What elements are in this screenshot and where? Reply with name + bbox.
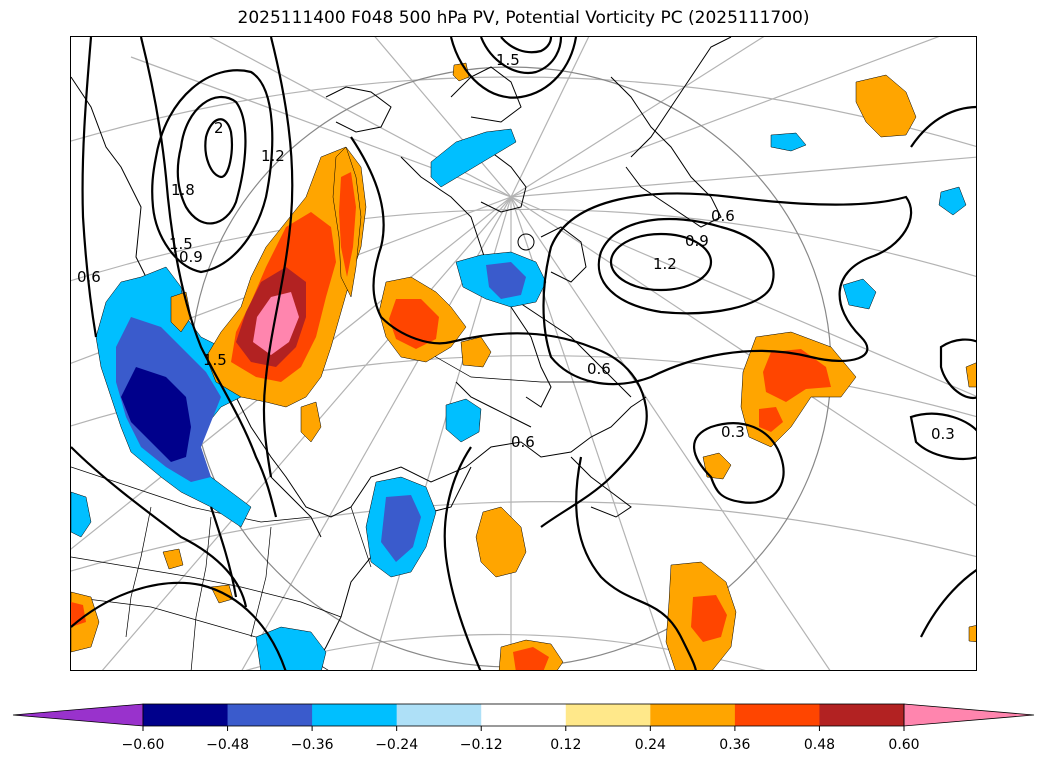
colorbar-ticks xyxy=(142,726,905,731)
pos-anomaly-small6 xyxy=(162,548,184,570)
pos-anomaly-small3 xyxy=(300,401,322,443)
contour-high-north-inner xyxy=(479,37,563,75)
contour-1-2-west xyxy=(139,37,278,518)
contour-label: 0.9 xyxy=(179,248,203,266)
contour-1-8-center xyxy=(176,96,247,225)
colorbar-swatch xyxy=(734,704,820,726)
contour-0-9-west xyxy=(71,446,248,608)
pos-anomaly-labrador-red xyxy=(389,299,439,349)
colorbar-tick-label: 0.36 xyxy=(719,737,750,753)
pos-anomaly-northeast-corner xyxy=(855,74,917,138)
colorbar-tick-label: −0.24 xyxy=(375,737,418,753)
contour-label: 0.3 xyxy=(721,423,745,441)
colorbar-extend-low xyxy=(12,703,144,727)
contour-label: 1.5 xyxy=(169,235,193,253)
contour-label: 0.9 xyxy=(685,232,709,250)
colorbar-swatches xyxy=(12,703,1035,727)
pos-anomaly-right-edge2 xyxy=(968,625,976,643)
colorbar: −0.60 −0.48 −0.36 −0.24 −0.12 0.12 0.24 0.36 0.4… xyxy=(12,703,1035,753)
pos-anomaly-southeast-red xyxy=(691,595,727,642)
contour-0-6-east xyxy=(939,338,976,400)
pos-anomaly-small4 xyxy=(702,452,732,480)
map-title: 2025111400 F048 500 hPa PV, Potential Vo… xyxy=(237,8,810,28)
pos-anomaly-small7 xyxy=(210,584,234,604)
contour-2-center xyxy=(204,118,233,179)
contour-1-2-high xyxy=(609,232,713,292)
neg-anomaly-west-core xyxy=(121,367,191,462)
pos-anomaly-strip-red xyxy=(339,172,356,277)
contour-0-6-right xyxy=(910,105,976,148)
contour-label: 1.2 xyxy=(261,147,285,165)
map-svg: 0.6 0.9 1.2 0.6 0.3 0.3 0.6 1.5 1.8 2 1.… xyxy=(71,37,976,670)
contour-label: 1.2 xyxy=(653,255,677,273)
neg-anomaly-labrador-core xyxy=(486,262,526,299)
contour-0-9-high xyxy=(597,218,775,315)
contour-bottom-right xyxy=(920,569,976,638)
pos-anomaly-band-core xyxy=(253,292,299,355)
contour-high-north-inner2 xyxy=(500,37,553,54)
neg-anomaly-bottom xyxy=(255,626,327,670)
colorbar-swatch xyxy=(565,704,651,726)
contour-label-group: 0.6 0.9 1.2 0.6 0.3 0.3 0.6 1.5 1.8 2 1.… xyxy=(77,51,955,451)
colorbar-outline xyxy=(142,703,905,727)
pos-anomaly-bottom-center-red xyxy=(513,647,549,670)
colorbar-swatch xyxy=(312,704,398,726)
contour-0-6-south xyxy=(443,446,482,670)
contour-label: 0.6 xyxy=(587,360,611,378)
contour-label: 0.6 xyxy=(511,433,535,451)
neg-anomaly-east xyxy=(938,186,967,216)
contour-label: 1.8 xyxy=(171,181,195,199)
contour-0-3-mid xyxy=(693,422,785,504)
neg-anomaly-northeast xyxy=(770,132,807,152)
colorbar-swatch xyxy=(819,704,905,726)
pos-anomaly-small1 xyxy=(460,336,492,368)
colorbar-tick-label: −0.60 xyxy=(122,737,165,753)
contour-1-5-west xyxy=(262,37,294,478)
colorbar-tick-labels: −0.60 −0.48 −0.36 −0.24 −0.12 0.12 0.24 0.36 0.4… xyxy=(122,737,920,753)
contour-0-6-west xyxy=(81,37,98,338)
contour-0-6-long xyxy=(350,136,648,528)
pos-anomaly-mid-east-red2 xyxy=(759,407,783,432)
colorbar-swatch xyxy=(396,704,482,726)
neg-anomaly-gulf xyxy=(445,398,482,443)
colorbar-tick-label: 0.60 xyxy=(888,737,919,753)
neg-anomaly-farwest xyxy=(71,491,92,538)
contour-0-6-high xyxy=(542,192,913,386)
contour-label: 1.5 xyxy=(496,51,520,69)
contour-bottom-left xyxy=(71,581,287,670)
pos-anomaly-atlantic-south xyxy=(475,506,527,578)
contour-left-mid xyxy=(209,506,238,598)
neg-anomaly-east2 xyxy=(842,278,877,310)
colorbar-swatch xyxy=(227,704,313,726)
contour-0-3-east xyxy=(909,412,976,460)
colorbar-tick-label: −0.36 xyxy=(291,737,334,753)
pos-anomaly-mid-east-red xyxy=(763,349,831,402)
colorbar-tick-label: −0.12 xyxy=(460,737,503,753)
colorbar-tick-label: 0.48 xyxy=(804,737,835,753)
colorbar-swatch xyxy=(650,704,736,726)
colorbar-swatch xyxy=(143,704,229,726)
pos-anomaly-left-bottom-red xyxy=(71,602,86,627)
colorbar-extend-high xyxy=(903,703,1035,727)
pos-anomaly-right-edge xyxy=(965,362,976,388)
map-frame: 0.6 0.9 1.2 0.6 0.3 0.3 0.6 1.5 1.8 2 1.… xyxy=(70,36,977,671)
contour-1-5-north xyxy=(449,37,578,99)
contour-label: 2 xyxy=(214,119,224,137)
contour-south-east xyxy=(575,456,697,670)
contour-label: 0.6 xyxy=(77,268,101,286)
contour-label: 1.5 xyxy=(203,351,227,369)
pv-contours xyxy=(71,37,976,670)
neg-anomaly-atlantic-core xyxy=(381,495,421,562)
contour-1-5-center xyxy=(151,69,274,274)
colorbar-tick-label: −0.48 xyxy=(206,737,249,753)
contour-label: 0.3 xyxy=(931,425,955,443)
colorbar-tick-label: 0.24 xyxy=(635,737,666,753)
contour-label: 0.6 xyxy=(711,207,735,225)
colorbar-tick-label: 0.12 xyxy=(550,737,581,753)
colorbar-swatch xyxy=(481,704,567,726)
neg-anomaly-north xyxy=(430,128,517,188)
